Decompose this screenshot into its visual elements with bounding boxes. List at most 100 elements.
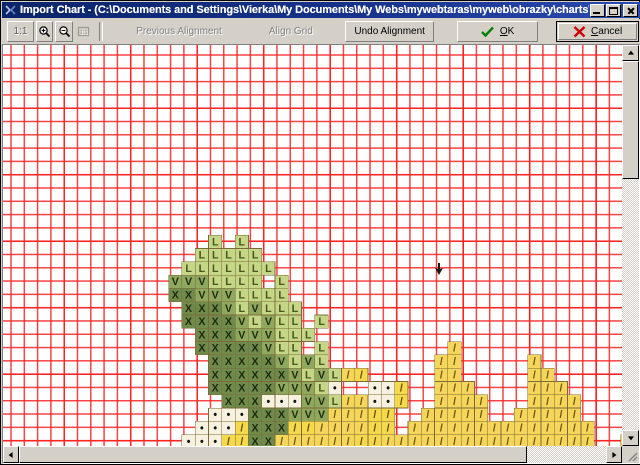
stitch-symbol: V <box>291 369 298 381</box>
stitch-symbol: / <box>387 409 390 421</box>
scroll-right-button[interactable] <box>606 446 622 463</box>
stitch-symbol: V <box>318 396 325 408</box>
stitch-symbol: L <box>305 329 312 341</box>
stitch-symbol: • <box>213 436 217 446</box>
stitch-symbol: / <box>453 396 456 408</box>
stitch-symbol: L <box>278 316 285 328</box>
stitch-symbol: X <box>278 409 285 421</box>
stitch-symbol: / <box>360 396 363 408</box>
stitch-cell[interactable] <box>301 327 316 342</box>
stitch-symbol: L <box>265 263 272 275</box>
stitch-cell[interactable] <box>261 261 276 276</box>
stitch-symbol: L <box>225 250 232 262</box>
stitch-cell[interactable] <box>394 394 409 409</box>
zoom-in-icon <box>39 26 51 38</box>
stitch-symbol: V <box>185 276 192 288</box>
stitch-symbol: V <box>305 356 312 368</box>
stitch-symbol: • <box>187 436 191 446</box>
horizontal-scroll-thumb[interactable] <box>19 446 527 463</box>
stitch-symbol: / <box>333 423 336 435</box>
stitch-symbol: X <box>278 369 285 381</box>
stitch-cell[interactable] <box>314 314 329 329</box>
resize-grip[interactable] <box>624 448 638 462</box>
ok-button[interactable]: OK <box>456 21 539 42</box>
scroll-down-button[interactable] <box>622 430 639 446</box>
stitch-symbol: L <box>332 396 339 408</box>
stitch-symbol: X <box>225 396 232 408</box>
stitch-symbol: V <box>265 316 272 328</box>
stitch-symbol: / <box>426 423 429 435</box>
stitch-symbol: / <box>560 396 563 408</box>
stitch-symbol: / <box>453 423 456 435</box>
stitch-symbol: X <box>225 383 232 395</box>
stitch-symbol: V <box>305 383 312 395</box>
stitch-symbol: • <box>333 383 337 395</box>
stitch-symbol: V <box>198 276 205 288</box>
vertical-scroll-thumb[interactable] <box>622 61 639 179</box>
stitch-symbol: / <box>426 436 429 446</box>
stitch-symbol: V <box>225 290 232 302</box>
stitch-symbol: • <box>267 396 271 408</box>
stitch-symbol: / <box>546 396 549 408</box>
stitch-symbol: • <box>373 383 377 395</box>
stitch-symbol: / <box>360 409 363 421</box>
stitch-symbol: / <box>466 383 469 395</box>
stitch-symbol: X <box>212 356 219 368</box>
stitch-symbol: / <box>360 369 363 381</box>
stitch-symbol: L <box>239 263 246 275</box>
stitch-symbol: / <box>387 436 390 446</box>
stitch-symbol: / <box>453 369 456 381</box>
stitch-symbol: L <box>305 369 312 381</box>
cancel-button[interactable]: Cancel <box>556 21 639 42</box>
stitch-symbol: V <box>305 396 312 408</box>
stitch-symbol: / <box>520 409 523 421</box>
stitch-symbol: V <box>225 303 232 315</box>
scroll-up-button[interactable] <box>622 45 639 61</box>
stitch-symbol: L <box>278 343 285 355</box>
stitch-symbol: / <box>533 369 536 381</box>
stitch-symbol: X <box>185 290 192 302</box>
title-bar[interactable]: Import Chart - (C:\Documents and Setting… <box>2 2 640 18</box>
minimize-button[interactable] <box>590 3 605 17</box>
stitch-symbol: / <box>453 409 456 421</box>
stitch-symbol: L <box>199 263 206 275</box>
zoom-in-button[interactable] <box>35 21 54 42</box>
stitch-symbol: V <box>172 276 179 288</box>
undo-alignment-button[interactable]: Undo Alignment <box>345 21 434 42</box>
close-button[interactable] <box>623 3 638 17</box>
stitch-symbol: L <box>292 343 299 355</box>
stitch-cell[interactable] <box>354 367 369 382</box>
scroll-left-button[interactable] <box>3 446 19 463</box>
align-grid-button[interactable]: Align Grid <box>255 21 327 42</box>
stitch-symbol: / <box>520 423 523 435</box>
vertical-scrollbar[interactable] <box>622 45 639 446</box>
stitch-symbol: / <box>480 396 483 408</box>
zoom-out-button[interactable] <box>55 21 73 42</box>
stitch-symbol: X <box>225 329 232 341</box>
stitch-symbol: / <box>373 409 376 421</box>
stitch-symbol: L <box>318 356 325 368</box>
stitch-symbol: • <box>280 396 284 408</box>
horizontal-scrollbar[interactable] <box>3 446 622 463</box>
title-bar-buttons <box>589 3 638 17</box>
stitch-symbol: X <box>265 356 272 368</box>
stitch-symbol: / <box>440 396 443 408</box>
stitch-symbol: V <box>212 290 219 302</box>
cancel-label: Cancel <box>591 25 623 37</box>
stitch-symbol: L <box>252 316 259 328</box>
zoom-1to1-button[interactable]: 1:1 <box>7 21 34 42</box>
stitch-symbol: X <box>198 316 205 328</box>
stitch-symbol: / <box>560 423 563 435</box>
maximize-button[interactable] <box>606 3 621 17</box>
stitch-symbol: X <box>265 409 272 421</box>
stitch-symbol: L <box>239 290 246 302</box>
previous-alignment-button[interactable]: Previous Alignment <box>123 21 235 42</box>
stitch-symbol: / <box>533 396 536 408</box>
fit-to-window-button[interactable]: 1:1 <box>74 21 93 42</box>
stitch-symbol: / <box>533 383 536 395</box>
stitch-cell[interactable] <box>580 434 595 446</box>
stitch-symbol: X <box>185 316 192 328</box>
fit-to-window-icon: 1:1 <box>77 26 90 37</box>
